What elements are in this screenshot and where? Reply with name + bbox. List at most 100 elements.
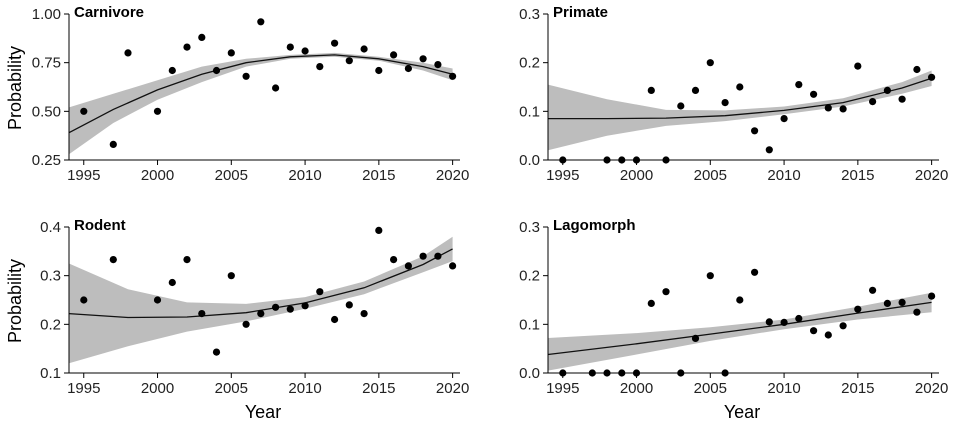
data-point — [80, 296, 88, 304]
x-tick-label: 2020 — [915, 380, 948, 397]
y-tick-label: 0.0 — [519, 365, 540, 382]
data-point — [780, 115, 788, 123]
data-point — [898, 95, 906, 103]
data-point — [824, 104, 832, 112]
y-tick-label: 0.0 — [519, 152, 540, 169]
y-tick-label: 0.1 — [40, 365, 61, 382]
x-tick-label: 2010 — [767, 380, 800, 397]
data-point — [928, 73, 936, 81]
data-point — [706, 272, 714, 280]
x-tick-label: 2010 — [767, 167, 800, 184]
panel-rodent: 0.1 0.2 0.3 0.4 1995 2000 2005 2010 2015 2020 Rode… — [40, 217, 469, 397]
data-point — [360, 310, 368, 318]
data-point — [765, 318, 773, 326]
data-point — [153, 107, 162, 115]
x-tick-label: 2000 — [141, 167, 174, 184]
y-tick-label: 0.3 — [40, 268, 61, 285]
data-point — [662, 288, 670, 296]
y-tick-label: 0.3 — [519, 6, 540, 23]
x-tick-label: 2015 — [841, 380, 874, 397]
data-point — [721, 99, 729, 107]
data-point — [736, 83, 744, 91]
data-point — [751, 268, 759, 276]
data-point — [331, 315, 339, 324]
confidence-band — [548, 292, 932, 371]
panel-primate: 0.0 0.1 0.2 0.3 1995 2000 2005 2010 2015 2020 Prim… — [519, 4, 948, 184]
x-tick-label: 2005 — [694, 380, 727, 397]
x-tick-label: 2015 — [362, 167, 395, 184]
data-point — [647, 86, 655, 94]
data-point — [449, 262, 457, 270]
x-tick-label: 2020 — [436, 167, 469, 184]
data-point — [677, 102, 685, 110]
x-tick-label: 2015 — [841, 167, 874, 184]
y-tick-label: 0.75 — [32, 55, 61, 72]
data-point — [272, 303, 280, 311]
data-point — [242, 320, 250, 328]
fit-line — [547, 301, 932, 356]
data-point — [434, 61, 442, 69]
data-point — [153, 296, 162, 304]
data-point — [80, 107, 88, 115]
data-point — [390, 256, 398, 264]
data-point — [751, 127, 759, 135]
panel-title: Lagomorph — [553, 217, 636, 234]
data-point — [869, 98, 877, 106]
x-tick-label: 1995 — [67, 380, 100, 397]
panel-title: Primate — [553, 4, 608, 21]
x-tick-label: 1995 — [546, 380, 579, 397]
data-point — [375, 226, 383, 234]
data-point — [183, 256, 191, 264]
data-point — [212, 348, 221, 356]
data-point — [168, 66, 176, 75]
data-point — [198, 33, 206, 42]
data-point — [109, 256, 117, 264]
data-point — [883, 86, 892, 94]
y-axis-label-bottom: Probability — [5, 259, 25, 343]
y-tick-label: 0.2 — [519, 268, 540, 285]
x-tick-label: 2020 — [915, 167, 948, 184]
y-tick-label: 0.25 — [32, 152, 61, 169]
y-tick-label: 0.2 — [519, 55, 540, 72]
data-point — [301, 47, 309, 55]
data-point — [824, 331, 832, 339]
data-point — [795, 314, 803, 323]
x-tick-label: 2005 — [215, 167, 248, 184]
data-point — [404, 64, 412, 73]
data-point — [419, 252, 427, 260]
panel-carnivore: 0.25 0.50 0.75 1.00 1995 2000 2005 2010 2015 2020… — [32, 4, 470, 184]
data-point — [765, 146, 773, 154]
fit-line — [68, 54, 453, 134]
data-point — [706, 59, 714, 67]
data-point — [257, 310, 265, 318]
data-point — [316, 63, 324, 71]
x-tick-label: 2010 — [288, 380, 321, 397]
data-point — [360, 45, 368, 53]
x-tick-label: 2000 — [620, 380, 653, 397]
data-point — [345, 57, 353, 65]
y-tick-label: 0.3 — [519, 219, 540, 236]
x-tick-label: 2000 — [141, 380, 174, 397]
data-point — [839, 322, 847, 330]
confidence-band — [69, 236, 453, 364]
y-tick-label: 0.4 — [40, 219, 61, 236]
data-point — [242, 72, 250, 80]
data-point — [109, 140, 117, 148]
data-point — [272, 84, 280, 92]
y-tick-label: 0.2 — [40, 316, 61, 333]
data-point — [854, 62, 862, 70]
data-point — [419, 55, 427, 63]
x-axis-label-right: Year — [724, 402, 760, 422]
x-tick-label: 2010 — [288, 167, 321, 184]
panel-title: Rodent — [74, 217, 126, 234]
y-axis-label-top: Probability — [5, 46, 25, 130]
x-tick-label: 1995 — [67, 167, 100, 184]
data-point — [691, 334, 700, 342]
data-point — [810, 90, 818, 98]
y-tick-label: 0.50 — [32, 103, 61, 120]
data-point — [227, 272, 235, 280]
data-point — [854, 305, 862, 313]
confidence-band — [69, 52, 453, 155]
data-point — [124, 49, 132, 57]
data-point — [301, 302, 309, 310]
